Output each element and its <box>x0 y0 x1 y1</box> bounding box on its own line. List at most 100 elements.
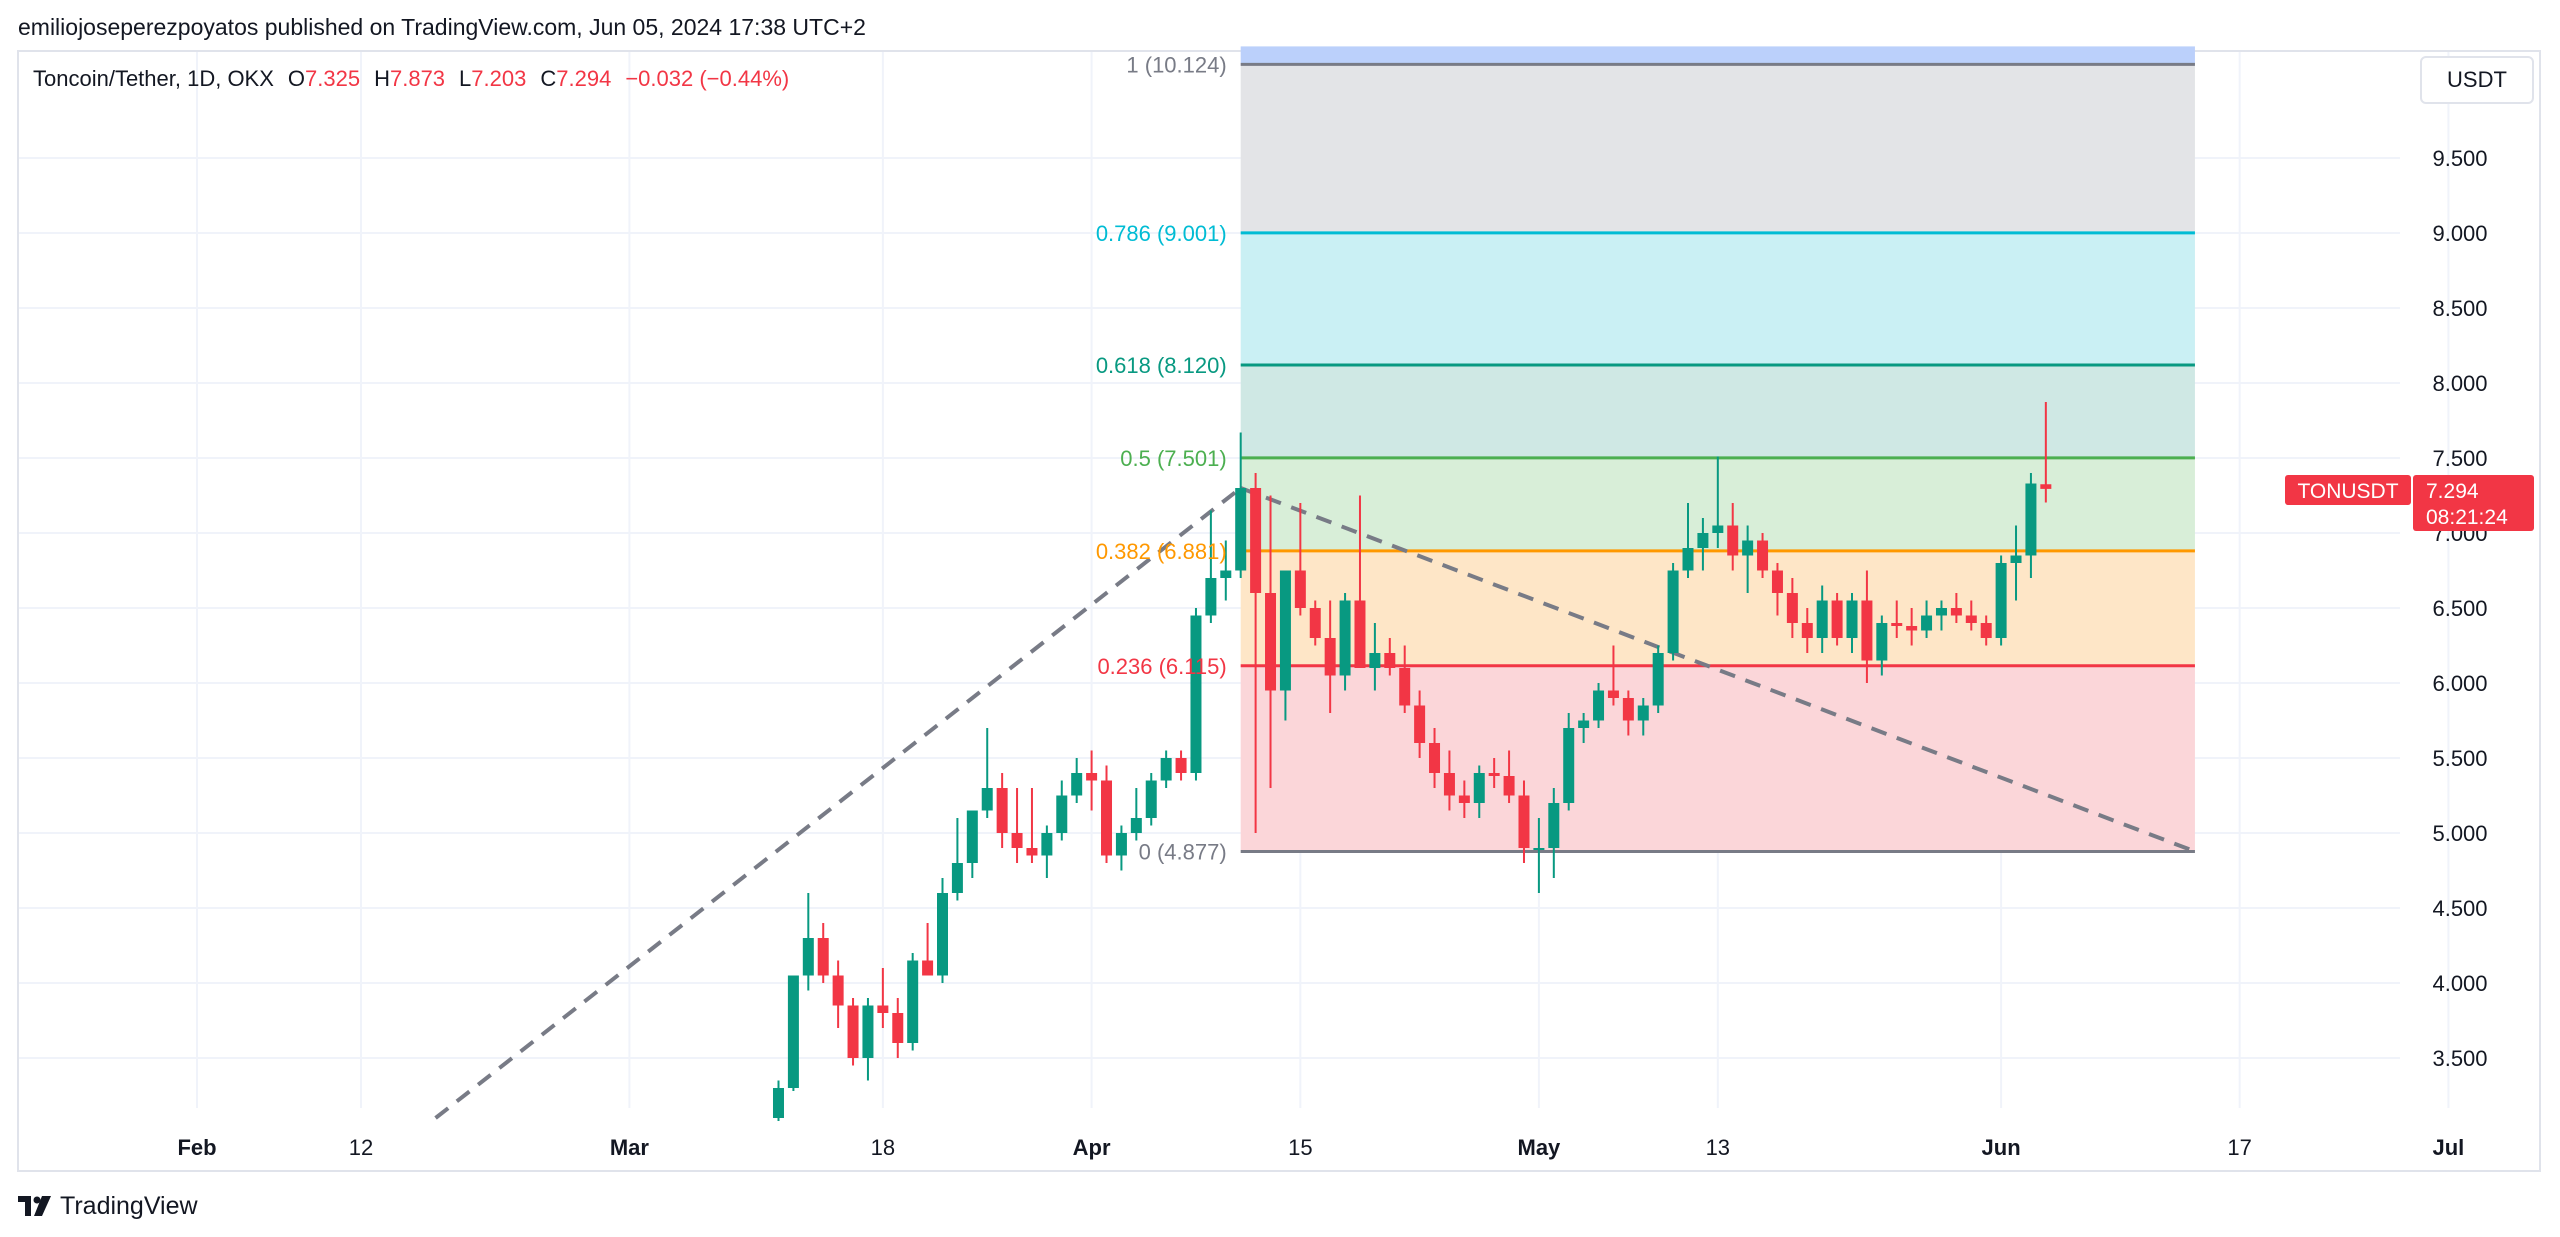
y-tick-label: 6.500 <box>2432 596 2487 621</box>
price-axis: 3.5004.0004.5005.0005.5006.0006.5007.000… <box>2432 146 2487 1071</box>
candle-body <box>802 938 814 976</box>
candle-body <box>1965 615 1977 623</box>
y-tick-label: 4.000 <box>2432 971 2487 996</box>
symbol-tag-box <box>2285 475 2411 505</box>
legend-open: 7.325 <box>305 66 361 91</box>
trend-lines <box>434 486 2196 1120</box>
fib-band <box>1240 64 2195 233</box>
candle-body <box>1935 608 1947 616</box>
fib-level-label: 0.5 (7.501) <box>1120 446 1226 471</box>
candle-body <box>1563 728 1575 803</box>
x-tick-label: 13 <box>1706 1135 1730 1160</box>
candle-body <box>1205 578 1217 616</box>
candle-body <box>1130 818 1142 833</box>
candle-body <box>966 810 978 863</box>
price-tag-value: 7.294 <box>2426 480 2479 503</box>
candle-body <box>787 975 799 1088</box>
tradingview-logo-icon[interactable] <box>18 1196 52 1216</box>
y-tick-label: 8.000 <box>2432 371 2487 396</box>
candle-body <box>1861 600 1873 661</box>
y-tick-label: 9.000 <box>2432 221 2487 246</box>
candle-body <box>1414 705 1426 743</box>
candle-body <box>1712 525 1724 533</box>
fib-band <box>1240 365 2195 458</box>
candle-body <box>1160 758 1172 781</box>
x-tick-label: May <box>1518 1135 1562 1160</box>
candle-body <box>1652 653 1664 706</box>
candle-body <box>2025 483 2037 556</box>
y-tick-label: 8.500 <box>2432 296 2487 321</box>
candle-body <box>951 863 963 893</box>
time-axis: Feb 12 Mar 18 Apr 15 May 13 Jun 17 Jul <box>177 1135 2464 1160</box>
y-tick-label: 9.500 <box>2432 146 2487 171</box>
candle-body <box>1369 653 1381 668</box>
candle-body <box>1518 795 1530 848</box>
candle-body <box>1473 773 1485 803</box>
candle-body <box>1503 776 1515 796</box>
candle-body <box>1816 600 1828 638</box>
candle-body <box>892 1013 904 1043</box>
fib-band <box>1240 232 2195 365</box>
price-tag-countdown: 08:21:24 <box>2426 506 2508 529</box>
candle-body <box>1250 488 1262 593</box>
trend-line <box>1239 486 2196 854</box>
candle-body <box>1488 773 1500 776</box>
candle-body <box>1220 570 1232 578</box>
candle-body <box>907 960 919 1043</box>
fib-band-top <box>1240 46 2195 65</box>
candle-body <box>1279 570 1291 691</box>
candles <box>772 402 2052 1121</box>
candle-body <box>1578 720 1590 728</box>
trend-line <box>434 486 1242 1120</box>
legend-low-label: L <box>459 66 472 91</box>
y-tick-label: 7.500 <box>2432 446 2487 471</box>
legend-high: 7.873 <box>389 66 446 91</box>
y-tick-label: 5.500 <box>2432 746 2487 771</box>
legend-symbol[interactable]: Toncoin/Tether, 1D, OKX <box>33 66 274 91</box>
fib-band <box>1240 665 2195 852</box>
legend-low: 7.203 <box>471 66 527 91</box>
candle-body <box>1846 600 1858 638</box>
candle-body <box>1921 615 1933 631</box>
candle-body <box>1622 698 1634 721</box>
candle-body <box>1682 548 1694 571</box>
candle-body <box>1533 848 1545 850</box>
currency-button[interactable]: USDT <box>2420 56 2534 104</box>
legend-close-label: C <box>540 66 557 91</box>
candle-body <box>1757 540 1769 571</box>
legend-change: −0.032 (−0.44%) <box>625 66 790 91</box>
footer-brand[interactable]: TradingView <box>60 1191 198 1220</box>
price-tag-box <box>2413 475 2534 531</box>
candle-body <box>1876 623 1888 661</box>
x-tick-label: Mar <box>610 1135 650 1160</box>
y-tick-label: 3.500 <box>2432 1046 2487 1071</box>
candle-body <box>1548 803 1560 848</box>
candle-body <box>1399 668 1411 706</box>
candle-body <box>832 975 844 1006</box>
candle-body <box>1384 653 1396 668</box>
candle-body <box>1906 626 1918 631</box>
fib-labels: 1 (10.124) 0.786 (9.001) 0.618 (8.120) 0.5 … <box>1096 52 1227 864</box>
candle-body <box>1786 593 1798 623</box>
fib-retracement <box>1240 46 2195 853</box>
candle-body <box>1637 705 1649 721</box>
candle-body <box>1026 848 1038 856</box>
candle-body <box>2040 484 2052 489</box>
candle-body <box>981 788 993 811</box>
candle-body <box>1265 593 1277 691</box>
candle-body <box>1354 600 1366 668</box>
candle-body <box>877 1005 889 1013</box>
candle-body <box>1086 773 1098 781</box>
candle-body <box>862 1005 874 1058</box>
x-tick-label: 15 <box>1288 1135 1312 1160</box>
candle-body <box>1607 690 1619 698</box>
candle-body <box>1190 615 1202 773</box>
candle-body <box>1056 795 1068 833</box>
x-tick-label: Feb <box>177 1135 216 1160</box>
candle-body <box>1742 540 1754 556</box>
candle-body <box>1443 773 1455 796</box>
last-price-tag: TONUSDT 7.294 08:21:24 <box>2285 475 2534 531</box>
fib-band <box>1240 550 2195 666</box>
